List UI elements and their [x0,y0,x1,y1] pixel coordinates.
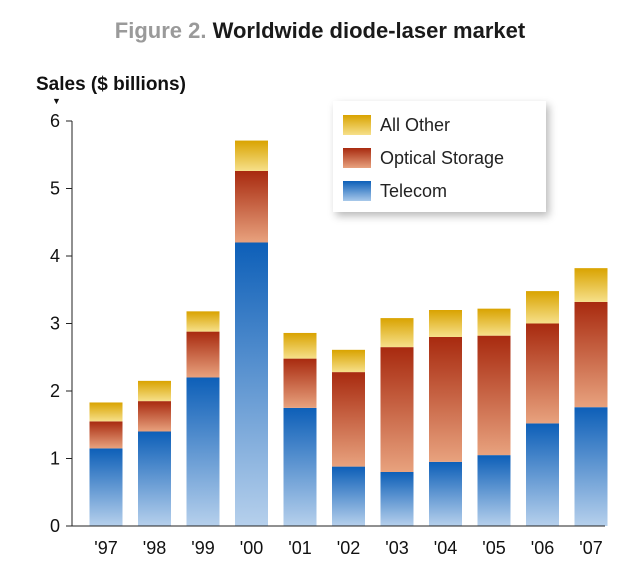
x-tick-label: '02 [337,538,360,558]
legend-swatch-telecom [343,181,371,201]
chart-title-text: Worldwide diode-laser market [212,18,526,43]
legend-item-optical-storage: Optical Storage [343,146,504,170]
y-tick-label: 0 [50,516,60,536]
bar-segment-telecom [186,377,220,526]
bar-segment-optical-storage [477,335,511,456]
x-tick-label: '00 [240,538,263,558]
y-axis-label: Sales ($ billions) [36,74,186,95]
bar-segment-all-other [235,140,268,171]
bar-segment-optical-storage [429,337,462,462]
x-tick-label: '98 [143,538,166,558]
bar-segment-telecom [332,466,365,526]
legend-item-all-other: All Other [343,113,450,137]
bar-segment-all-other [89,402,123,422]
legend-label: All Other [380,114,451,135]
x-tick-label: '04 [434,538,457,558]
legend-label: Optical Storage [380,147,505,168]
bar-segment-optical-storage [380,347,414,472]
bar-segment-all-other [526,291,559,324]
x-tick-label: '99 [191,538,214,558]
bar-segment-telecom [574,407,608,526]
bar-segment-all-other [138,380,171,402]
x-tick-label: '03 [385,538,408,558]
bar-segment-all-other [186,311,220,332]
legend-swatch-optical-storage [343,148,371,168]
x-tick-label: '06 [531,538,554,558]
legend: All Other Optical Storage Telecom [333,101,546,212]
y-tick-label: 6 [50,111,60,131]
bar-segment-telecom [283,407,317,526]
y-axis-arrow-icon: ▼ [52,96,61,106]
chart-title: Figure 2. Worldwide diode-laser market [0,18,640,44]
bar-segment-all-other [574,268,608,302]
y-tick-label: 4 [50,246,60,266]
bar-segment-telecom [380,472,414,526]
x-tick-label: '97 [94,538,117,558]
y-tick-label: 1 [50,449,60,469]
x-tick-label: '01 [288,538,311,558]
bar-segment-all-other [477,308,511,336]
bar-segment-optical-storage [138,401,171,432]
bar-segment-telecom [235,242,268,526]
y-tick-label: 3 [50,314,60,334]
y-tick-label: 5 [50,179,60,199]
bar-segment-optical-storage [526,323,559,424]
bar-segment-all-other [283,332,317,359]
x-tick-label: '05 [482,538,505,558]
legend-swatch-all-other [343,115,371,135]
y-tick-label: 2 [50,381,60,401]
bar-segment-optical-storage [235,170,268,243]
bar-segment-telecom [477,455,511,526]
legend-label: Telecom [380,180,448,201]
bar-segment-all-other [429,310,462,337]
bar-segment-all-other [332,349,365,373]
bar-segment-telecom [526,423,559,526]
bar-segment-all-other [380,318,414,348]
figure-label: Figure 2. [114,18,207,43]
bar-segment-optical-storage [574,301,608,408]
bar-segment-optical-storage [186,331,220,378]
bar-segment-telecom [89,448,123,526]
bar-segment-optical-storage [89,421,123,449]
bar-segment-telecom [138,431,171,526]
legend-item-telecom: Telecom [343,179,447,203]
bar-segment-optical-storage [283,358,317,408]
bar-segment-optical-storage [332,372,365,467]
bar-segment-telecom [429,461,462,526]
x-tick-label: '07 [579,538,602,558]
